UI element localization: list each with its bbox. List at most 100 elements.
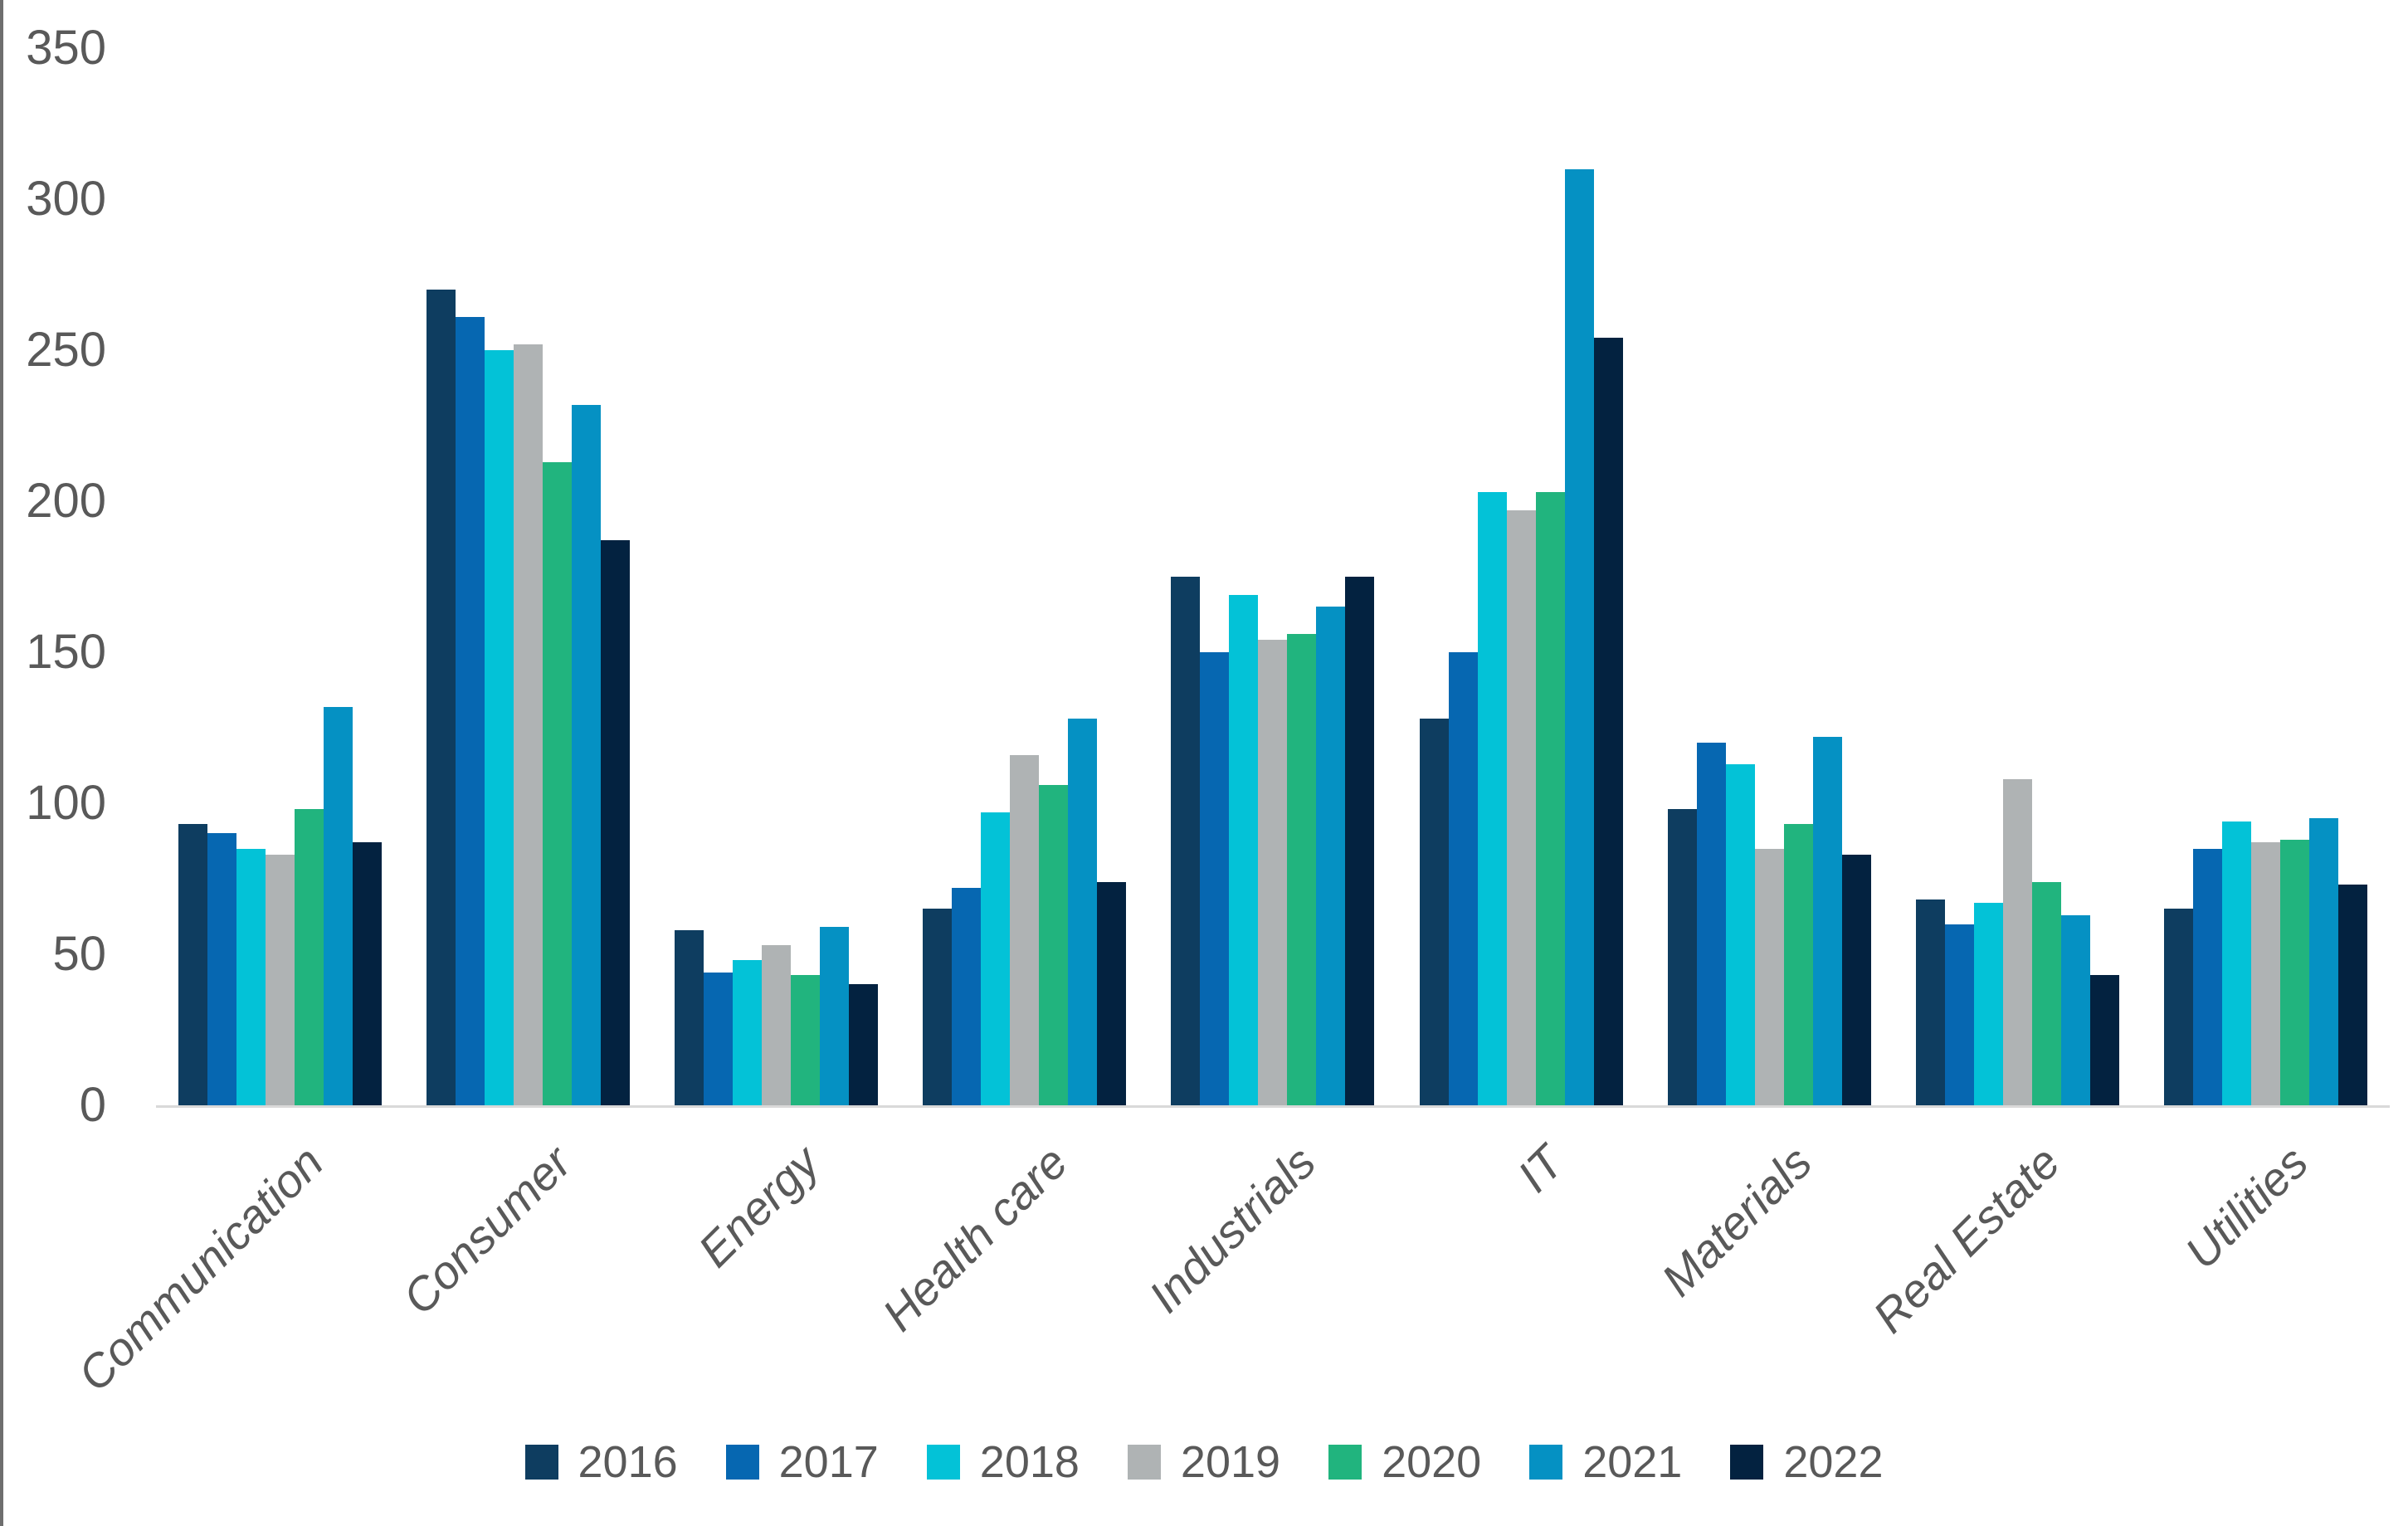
- bar-2019-it: [1506, 509, 1536, 1105]
- bar-2018-utilities: [2221, 821, 2251, 1105]
- x-axis-category-label: Industrials: [1138, 1135, 1326, 1323]
- x-axis-category-label: IT: [1507, 1135, 1574, 1202]
- bar-2020-it: [1535, 492, 1565, 1105]
- bar-2017-real-estate: [1944, 924, 1974, 1105]
- bar-2016-it: [1419, 719, 1449, 1105]
- bar-2016-consumer: [427, 290, 456, 1105]
- x-axis-category-label: Materials: [1651, 1135, 1822, 1306]
- legend-label: 2022: [1783, 1437, 1884, 1487]
- bar-2018-real-estate: [1973, 903, 2003, 1105]
- bar-2022-real-estate: [2089, 975, 2119, 1105]
- bar-2018-consumer: [485, 350, 514, 1105]
- legend-swatch-icon: [725, 1445, 759, 1480]
- bar-2019-consumer: [514, 344, 544, 1105]
- bar-2020-materials: [1783, 824, 1813, 1105]
- legend-label: 2016: [578, 1437, 678, 1487]
- legend-item-2016: 2016: [524, 1437, 678, 1487]
- bar-2017-it: [1448, 652, 1478, 1105]
- x-axis-category-label: Health care: [872, 1135, 1078, 1341]
- bar-2017-industrials: [1200, 652, 1230, 1105]
- legend-swatch-icon: [1328, 1445, 1362, 1480]
- legend-item-2017: 2017: [725, 1437, 879, 1487]
- y-axis-tick-label: 350: [26, 21, 106, 75]
- bar-2022-industrials: [1345, 577, 1375, 1105]
- y-axis-tick-label: 250: [26, 323, 106, 377]
- legend-swatch-icon: [1127, 1445, 1161, 1480]
- bar-2016-real-estate: [1915, 900, 1945, 1105]
- legend-label: 2021: [1582, 1437, 1683, 1487]
- legend-swatch-icon: [1730, 1445, 1764, 1480]
- bar-2017-utilities: [2192, 848, 2222, 1105]
- bar-2022-energy: [849, 984, 879, 1105]
- bar-2017-consumer: [456, 316, 485, 1105]
- bar-2016-materials: [1667, 809, 1697, 1105]
- bar-2016-energy: [675, 929, 704, 1105]
- bar-2020-consumer: [543, 461, 573, 1105]
- bar-2019-real-estate: [2002, 778, 2032, 1105]
- bar-2021-it: [1564, 168, 1594, 1105]
- y-axis-tick-label: 150: [26, 625, 106, 679]
- bar-2021-communication: [324, 706, 353, 1105]
- bar-2018-communication: [236, 848, 266, 1105]
- bar-2020-energy: [791, 975, 821, 1105]
- bar-2022-health-care: [1097, 881, 1127, 1105]
- x-axis-category-label: Utilities: [2175, 1135, 2318, 1279]
- bar-2018-materials: [1725, 763, 1755, 1105]
- bar-2018-energy: [733, 960, 763, 1105]
- bar-2016-industrials: [1171, 577, 1201, 1105]
- bar-2021-materials: [1812, 736, 1842, 1105]
- y-axis-tick-label: 200: [26, 474, 106, 528]
- bar-2019-utilities: [2250, 842, 2280, 1105]
- legend-label: 2017: [778, 1437, 879, 1487]
- bar-2017-materials: [1696, 743, 1726, 1105]
- x-axis-line: [156, 1105, 2390, 1108]
- legend-swatch-icon: [524, 1445, 558, 1480]
- bar-2020-health-care: [1039, 785, 1069, 1105]
- bar-2018-health-care: [981, 812, 1011, 1105]
- bar-2021-health-care: [1068, 719, 1098, 1105]
- legend-label: 2019: [1180, 1437, 1281, 1487]
- bar-2018-industrials: [1229, 594, 1259, 1105]
- y-axis-tick-label: 100: [26, 776, 106, 830]
- bar-2017-communication: [207, 833, 237, 1105]
- bar-2019-materials: [1754, 848, 1784, 1105]
- x-axis-category-label: Communication: [67, 1135, 333, 1402]
- bar-2020-communication: [295, 809, 324, 1105]
- bar-2021-consumer: [572, 404, 602, 1105]
- legend-label: 2020: [1382, 1437, 1482, 1487]
- y-axis-tick-label: 0: [79, 1078, 106, 1132]
- bar-2022-utilities: [2337, 885, 2367, 1105]
- chart-legend: 2016 2017 2018 2019 2020 2021 2022: [0, 1432, 2408, 1492]
- x-axis-category-label: Real Estate: [1863, 1135, 2070, 1343]
- bar-2021-industrials: [1316, 607, 1346, 1105]
- bar-2019-communication: [266, 854, 295, 1105]
- legend-item-2020: 2020: [1328, 1437, 1481, 1487]
- bar-2020-utilities: [2279, 839, 2309, 1105]
- bar-2020-industrials: [1287, 634, 1317, 1105]
- bar-2022-it: [1593, 338, 1623, 1105]
- bar-2019-energy: [762, 945, 792, 1105]
- bar-2022-materials: [1841, 854, 1871, 1105]
- legend-item-2019: 2019: [1127, 1437, 1281, 1487]
- bar-2021-real-estate: [2060, 914, 2090, 1105]
- bar-2019-industrials: [1258, 640, 1288, 1105]
- bar-2020-real-estate: [2031, 881, 2061, 1105]
- bar-2022-communication: [353, 842, 383, 1105]
- bar-2017-health-care: [952, 887, 982, 1105]
- plot-area: [156, 48, 2390, 1105]
- x-axis-category-label: Energy: [687, 1135, 830, 1277]
- y-axis-tick-label: 50: [52, 927, 106, 981]
- bar-2019-health-care: [1010, 754, 1040, 1105]
- y-axis-tick-label: 300: [26, 172, 106, 226]
- legend-item-2021: 2021: [1529, 1437, 1682, 1487]
- x-axis-category-label: Consumer: [392, 1135, 581, 1324]
- bar-2016-health-care: [923, 909, 953, 1105]
- bar-2021-energy: [820, 927, 850, 1105]
- bar-2016-communication: [178, 824, 208, 1105]
- bar-2022-consumer: [601, 540, 631, 1105]
- bar-2021-utilities: [2308, 818, 2338, 1105]
- bar-2017-energy: [704, 972, 734, 1105]
- bar-2018-it: [1477, 492, 1507, 1105]
- bar-2016-utilities: [2163, 909, 2193, 1105]
